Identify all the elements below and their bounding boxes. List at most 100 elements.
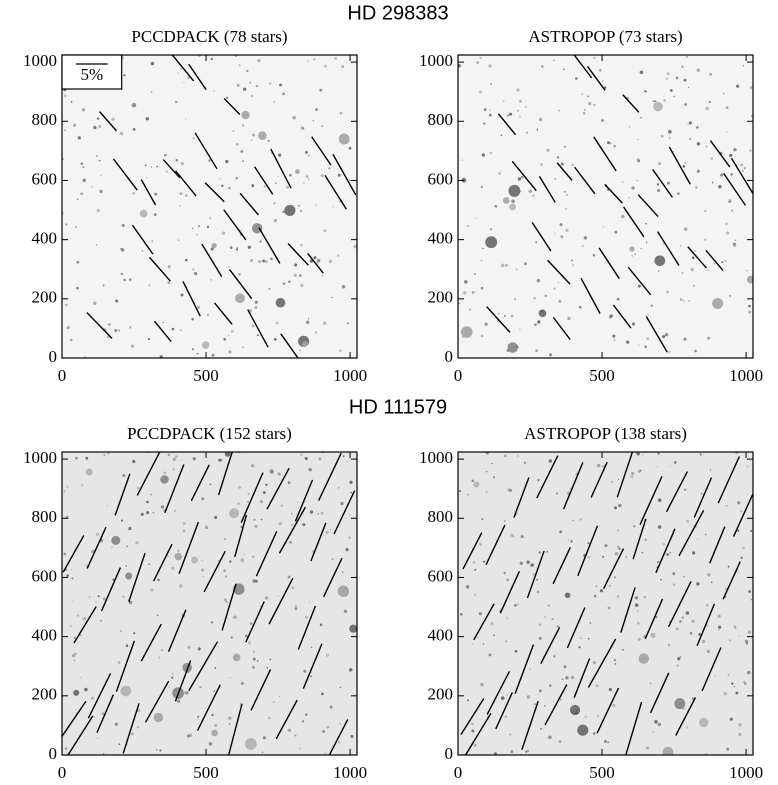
star [672,583,676,586]
star [656,561,659,564]
star [252,223,263,234]
star [249,258,254,263]
star [305,175,309,179]
star [498,172,502,175]
star [734,627,737,629]
polarization-vector [328,719,349,755]
star [312,119,315,122]
star [501,263,505,268]
star [507,343,510,346]
star [331,296,333,299]
star [313,58,316,61]
star [255,579,258,583]
star [628,196,630,199]
star [710,157,714,160]
star [482,643,485,645]
star [300,243,303,247]
star [223,337,227,341]
polarization-vector [322,557,343,598]
star [324,64,327,68]
star [251,95,254,97]
star [747,630,752,634]
star [64,747,68,751]
star [75,456,78,460]
polarization-vector [280,333,299,358]
star [504,640,508,643]
star [607,741,609,744]
star [273,218,278,223]
star [224,575,228,578]
polarization-vector [128,552,146,602]
star [159,749,162,752]
star [614,552,619,556]
star [236,83,240,87]
star [320,174,324,178]
polarization-vector [696,603,716,647]
star [254,524,258,528]
star [538,636,542,640]
star [201,559,204,561]
star [304,615,308,619]
star [229,677,231,679]
star [167,265,171,269]
star [348,146,352,150]
star [479,56,482,60]
star [223,569,227,573]
star [210,57,214,61]
star [613,339,616,342]
star [642,454,644,457]
star [662,543,666,546]
polarization-vector [62,700,87,738]
polarization-vector [136,452,161,496]
star [187,645,191,649]
star [277,175,279,178]
star [473,272,476,275]
star [159,355,163,358]
star [599,589,604,593]
polarization-vector [521,700,539,750]
star [532,573,536,576]
star [249,622,253,625]
star [193,271,198,276]
star [483,560,486,563]
star [681,616,685,619]
star [309,510,314,514]
star [331,557,334,561]
star [579,517,583,521]
star [574,710,579,715]
star [618,503,622,508]
star [344,588,347,590]
star [737,529,740,532]
star [252,555,255,558]
axes-frame [61,451,358,756]
polarization-vector [668,146,691,185]
star [287,577,290,579]
star [535,241,538,244]
star [99,189,103,194]
star [728,200,731,203]
star [694,349,697,353]
polarization-vector [486,670,511,715]
star [629,246,635,252]
polarization-vector [86,312,113,339]
star [679,620,682,623]
star [128,326,132,329]
star [743,680,746,684]
star [637,344,640,347]
polarization-vector [552,547,571,585]
star [485,490,488,494]
star [559,698,562,701]
star [740,556,744,560]
star [339,349,342,352]
polarization-vector [547,259,571,285]
star [530,563,534,567]
star [479,90,483,94]
star [337,254,340,257]
star [559,530,563,534]
star [712,297,724,310]
star [284,302,286,305]
star [668,620,671,623]
star [307,154,310,157]
star [726,131,728,133]
star [578,305,582,309]
